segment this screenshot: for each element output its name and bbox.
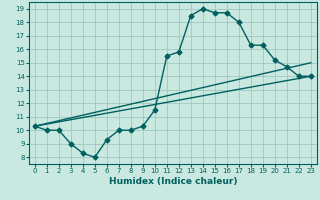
X-axis label: Humidex (Indice chaleur): Humidex (Indice chaleur)	[108, 177, 237, 186]
